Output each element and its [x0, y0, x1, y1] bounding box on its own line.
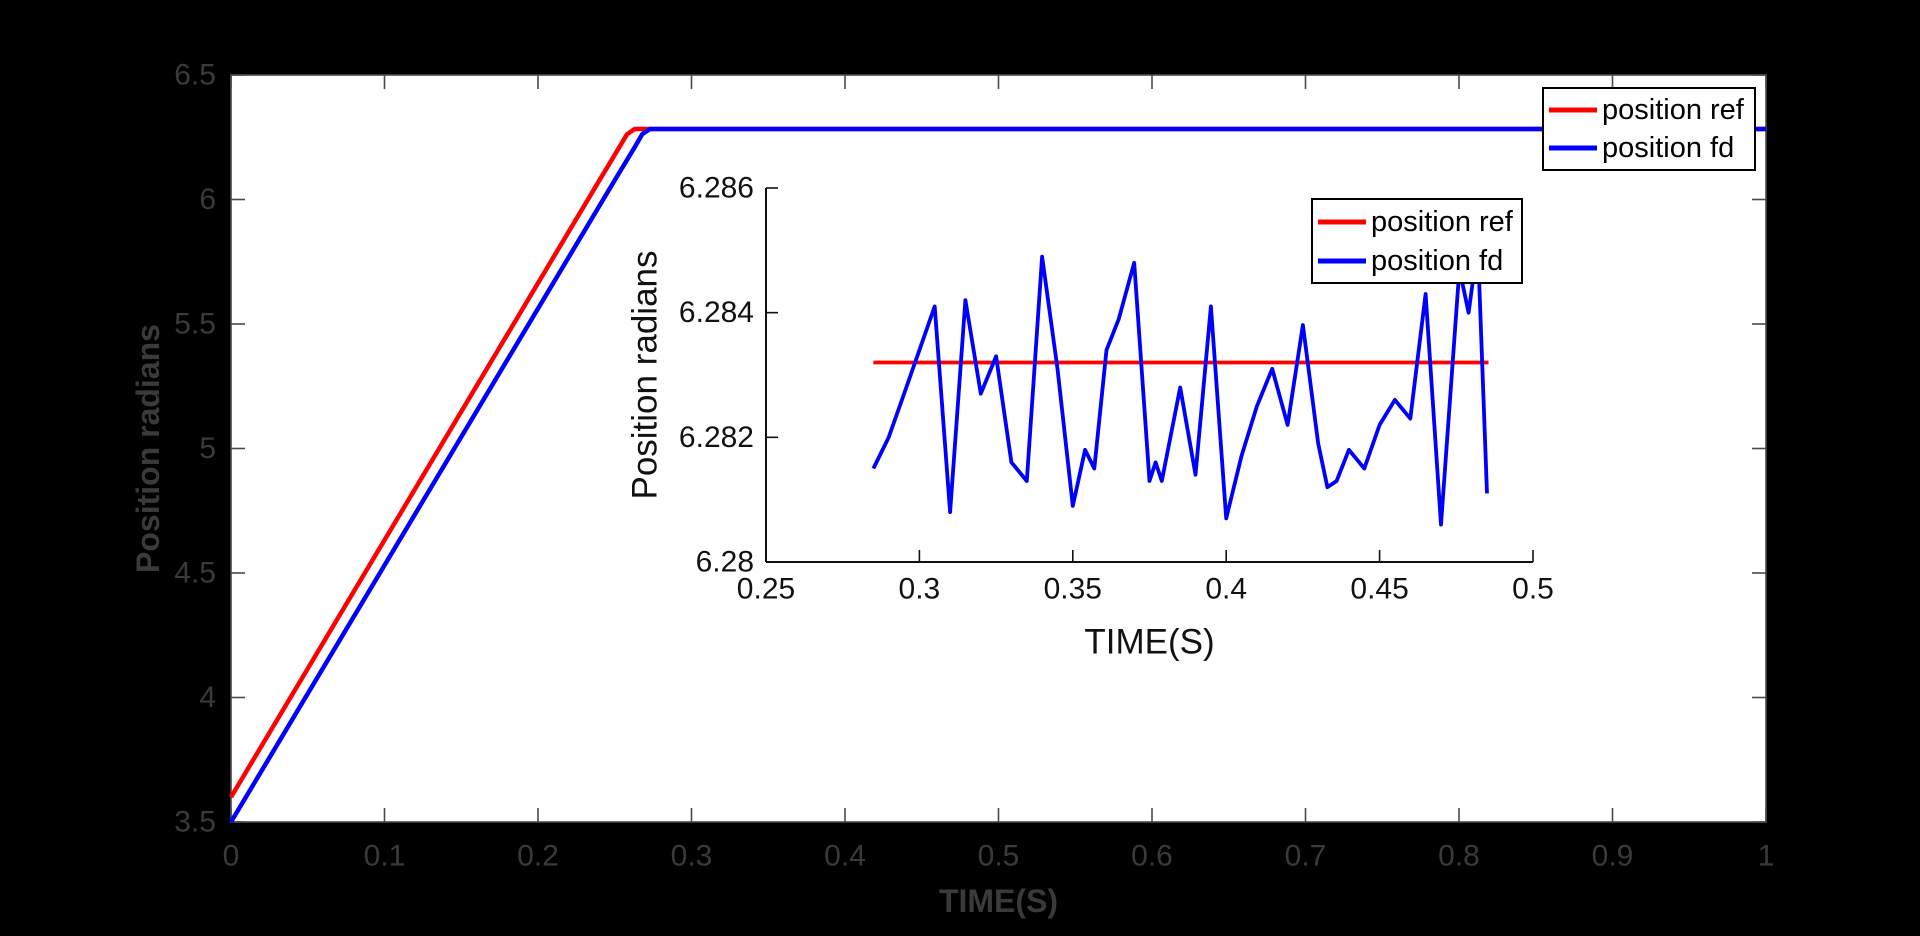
x-axis-label: TIME(S): [939, 883, 1058, 919]
legend-entry-label: position ref: [1371, 206, 1514, 238]
y-axis-label: Position radians: [130, 324, 166, 573]
y-tick-label: 3.5: [174, 806, 216, 839]
y-tick-label: 6.286: [679, 172, 754, 205]
y-tick-label: 6: [199, 183, 216, 216]
x-tick-label: 0.4: [824, 840, 866, 873]
x-tick-label: 0.7: [1285, 840, 1327, 873]
legend-entry-label: position fd: [1371, 245, 1503, 277]
y-tick-label: 4: [199, 681, 216, 714]
x-axis-label: TIME(S): [1084, 623, 1214, 662]
y-tick-label: 4.5: [174, 557, 216, 590]
x-tick-label: 0.25: [737, 573, 795, 606]
y-tick-label: 5: [199, 432, 216, 465]
main-series-position-fd: [229, 126, 1766, 824]
x-tick-label: 0.3: [899, 573, 941, 606]
y-tick-label: 5.5: [174, 308, 216, 341]
inset-legend: position ref position fd: [1311, 198, 1523, 284]
x-tick-label: 0.8: [1438, 840, 1480, 873]
inset-ticks: [765, 187, 1534, 563]
y-tick-label: 6.282: [679, 421, 754, 454]
inset-axes: [765, 188, 1533, 563]
y-axis-label: Position radians: [626, 250, 665, 499]
x-tick-label: 0.5: [1512, 573, 1554, 606]
legend-entry-label: position ref: [1602, 94, 1745, 126]
inset-series-position-fd: [871, 242, 1489, 527]
inset-plot: 0.25 0.3 0.35 0.4 0.45 0.5 6.28 6.282 6.284 6.286…: [626, 172, 1554, 662]
main-legend-box: [1542, 87, 1756, 171]
main-plot-area: [231, 75, 1766, 822]
x-tick-label: 0.5: [978, 840, 1020, 873]
x-tick-label: 0.2: [517, 840, 559, 873]
x-tick-label: 0.3: [671, 840, 713, 873]
x-tick-label: 1: [1758, 840, 1775, 873]
x-tick-label: 0.35: [1044, 573, 1102, 606]
y-tick-label: 6.28: [696, 546, 754, 579]
inset-legend-box: [1311, 198, 1523, 284]
x-tick-label: 0.1: [364, 840, 406, 873]
x-tick-label: 0.45: [1350, 573, 1408, 606]
main-ticks: [230, 74, 1767, 823]
legend-entry-label: position fd: [1602, 132, 1734, 164]
main-legend: position ref position fd: [1542, 87, 1756, 171]
x-tick-label: 0.6: [1131, 840, 1173, 873]
x-tick-label: 0.4: [1205, 573, 1247, 606]
x-tick-label: 0.9: [1592, 840, 1634, 873]
y-tick-label: 6.284: [679, 296, 754, 329]
y-tick-label: 6.5: [174, 59, 216, 92]
x-tick-label: 0: [223, 840, 240, 873]
